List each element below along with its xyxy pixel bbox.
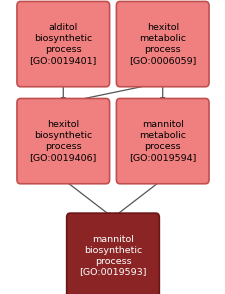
Text: mannitol
metabolic
process
[GO:0019594]: mannitol metabolic process [GO:0019594] <box>128 121 196 162</box>
FancyBboxPatch shape <box>116 1 208 87</box>
Text: hexitol
metabolic
process
[GO:0006059]: hexitol metabolic process [GO:0006059] <box>128 24 196 65</box>
Text: hexitol
biosynthetic
process
[GO:0019406]: hexitol biosynthetic process [GO:0019406… <box>29 121 97 162</box>
FancyBboxPatch shape <box>116 98 208 184</box>
FancyBboxPatch shape <box>17 98 109 184</box>
Text: mannitol
biosynthetic
process
[GO:0019593]: mannitol biosynthetic process [GO:001959… <box>79 235 146 276</box>
Text: alditol
biosynthetic
process
[GO:0019401]: alditol biosynthetic process [GO:0019401… <box>29 24 97 65</box>
FancyBboxPatch shape <box>17 1 109 87</box>
FancyBboxPatch shape <box>66 213 159 294</box>
